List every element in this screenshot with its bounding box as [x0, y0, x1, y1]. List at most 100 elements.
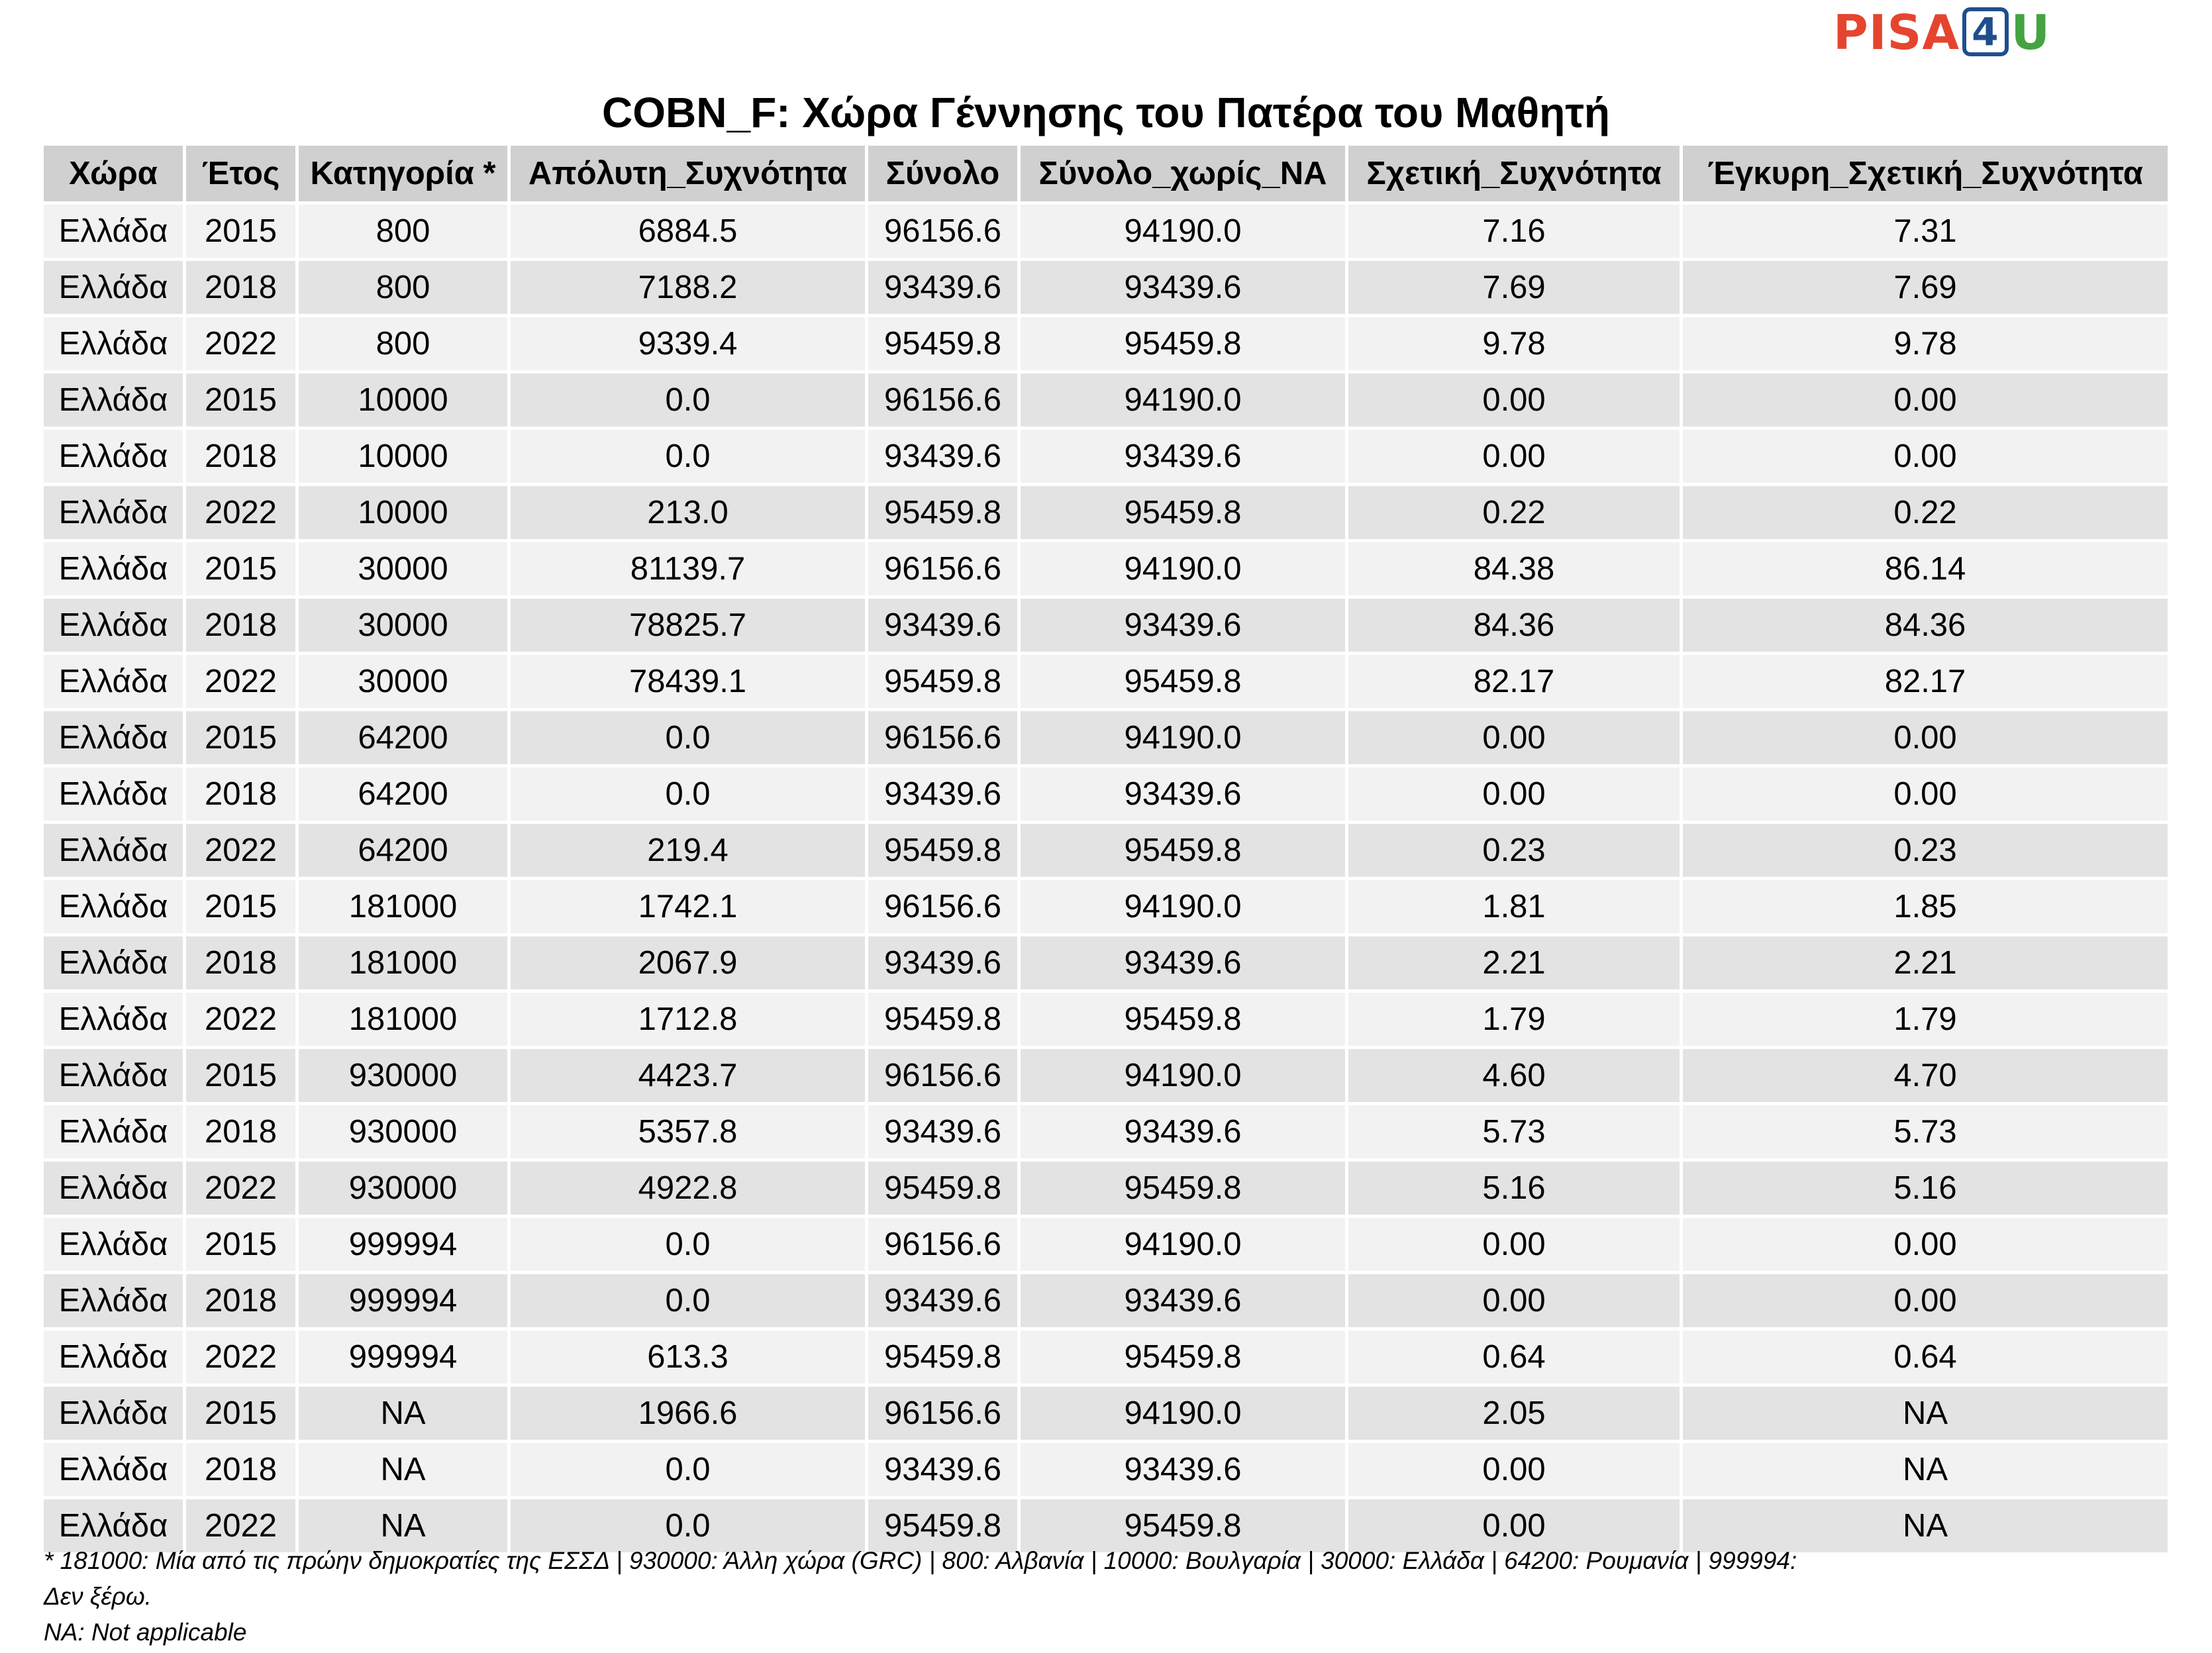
table-cell: 999994: [299, 1218, 511, 1274]
table-row: Ελλάδα 2015 181000 1742.1 96156.6 94190.0 1.81…: [44, 880, 2171, 936]
table-cell: Ελλάδα: [44, 1049, 186, 1105]
table-cell: 95459.8: [868, 1162, 1021, 1218]
table-cell: 0.0: [511, 768, 868, 824]
table-row: Ελλάδα 2018 999994 0.0 93439.6 93439.6 0.00 0.0…: [44, 1274, 2171, 1330]
table-cell: 1.85: [1683, 880, 2171, 936]
table-cell: 219.4: [511, 824, 868, 880]
table-cell: 0.0: [511, 1218, 868, 1274]
table-cell: 9.78: [1683, 317, 2171, 374]
table-cell: 94190.0: [1021, 374, 1348, 430]
table-cell: 213.0: [511, 486, 868, 542]
table-cell: Ελλάδα: [44, 880, 186, 936]
table-cell: 4423.7: [511, 1049, 868, 1105]
table-cell: 93439.6: [868, 430, 1021, 486]
table-cell: 94190.0: [1021, 542, 1348, 599]
table-cell: 0.00: [1683, 430, 2171, 486]
table-cell: 30000: [299, 655, 511, 711]
table-row: Ελλάδα 2018 64200 0.0 93439.6 93439.6 0.00 0.00: [44, 768, 2171, 824]
table-cell: 95459.8: [868, 1330, 1021, 1387]
table-cell: 94190.0: [1021, 1387, 1348, 1443]
table-cell: 930000: [299, 1162, 511, 1218]
table-cell: Ελλάδα: [44, 1499, 186, 1556]
table-cell: 0.00: [1348, 430, 1683, 486]
table-cell: 2.05: [1348, 1387, 1683, 1443]
table-cell: 81139.7: [511, 542, 868, 599]
table-cell: 93439.6: [1021, 599, 1348, 655]
table-cell: 95459.8: [1021, 824, 1348, 880]
table-cell: 93439.6: [868, 261, 1021, 317]
table-cell: 96156.6: [868, 1049, 1021, 1105]
table-cell: 94190.0: [1021, 711, 1348, 768]
table-cell: 93439.6: [1021, 261, 1348, 317]
table-cell: 0.0: [511, 430, 868, 486]
table-cell: Ελλάδα: [44, 1218, 186, 1274]
table-cell: 1.79: [1348, 993, 1683, 1049]
logo-text-u: U: [2011, 5, 2050, 60]
table-cell: 1.81: [1348, 880, 1683, 936]
table-cell: 0.0: [511, 374, 868, 430]
table-cell: 95459.8: [868, 993, 1021, 1049]
table-cell: 95459.8: [868, 1499, 1021, 1556]
table-cell: 2018: [186, 768, 299, 824]
table-cell: 5.73: [1683, 1105, 2171, 1162]
table-cell: 10000: [299, 374, 511, 430]
table-cell: Ελλάδα: [44, 374, 186, 430]
table-cell: 93439.6: [868, 1443, 1021, 1499]
table-cell: 95459.8: [868, 486, 1021, 542]
table-cell: 0.00: [1348, 1218, 1683, 1274]
table-cell: 95459.8: [1021, 317, 1348, 374]
table-cell: 4.60: [1348, 1049, 1683, 1105]
table-cell: 84.38: [1348, 542, 1683, 599]
table-cell: 94190.0: [1021, 1218, 1348, 1274]
table-cell: NA: [1683, 1499, 2171, 1556]
table-cell: 181000: [299, 880, 511, 936]
table-cell: 95459.8: [1021, 486, 1348, 542]
table-row: Ελλάδα 2018 NA 0.0 93439.6 93439.6 0.00 NA: [44, 1443, 2171, 1499]
table-cell: Ελλάδα: [44, 261, 186, 317]
table-cell: 0.00: [1348, 768, 1683, 824]
table-row: Ελλάδα 2015 64200 0.0 96156.6 94190.0 0.00 0.00: [44, 711, 2171, 768]
table-cell: 95459.8: [868, 655, 1021, 711]
table-cell: 800: [299, 317, 511, 374]
table-cell: 5.16: [1348, 1162, 1683, 1218]
table-cell: 2067.9: [511, 936, 868, 993]
table-cell: 930000: [299, 1049, 511, 1105]
table-cell: 0.00: [1683, 374, 2171, 430]
table-cell: 95459.8: [868, 317, 1021, 374]
table-cell: 64200: [299, 768, 511, 824]
table-row: Ελλάδα 2022 999994 613.3 95459.8 95459.8 0.64 0…: [44, 1330, 2171, 1387]
table-cell: 96156.6: [868, 711, 1021, 768]
table-cell: 86.14: [1683, 542, 2171, 599]
table-row: Ελλάδα 2015 10000 0.0 96156.6 94190.0 0.00 0.00: [44, 374, 2171, 430]
table-cell: 2022: [186, 993, 299, 1049]
table-cell: 2018: [186, 261, 299, 317]
table-cell: 1742.1: [511, 880, 868, 936]
table-cell: 0.00: [1348, 1443, 1683, 1499]
table-cell: NA: [299, 1387, 511, 1443]
column-header: Σύνολο_χωρίς_NA: [1021, 146, 1348, 205]
table-cell: 2022: [186, 1499, 299, 1556]
table-row: Ελλάδα 2022 181000 1712.8 95459.8 95459.8 1.79…: [44, 993, 2171, 1049]
table-cell: 2015: [186, 711, 299, 768]
table-cell: 82.17: [1348, 655, 1683, 711]
table-cell: 0.00: [1348, 374, 1683, 430]
table-cell: 64200: [299, 711, 511, 768]
table-cell: Ελλάδα: [44, 824, 186, 880]
table-cell: Ελλάδα: [44, 768, 186, 824]
table-cell: 4922.8: [511, 1162, 868, 1218]
na-footnote: NA: Not applicable: [44, 1619, 247, 1646]
table-cell: 7.16: [1348, 205, 1683, 261]
table-cell: 95459.8: [868, 824, 1021, 880]
table-cell: 93439.6: [1021, 1443, 1348, 1499]
table-cell: 95459.8: [1021, 1330, 1348, 1387]
table-cell: 9.78: [1348, 317, 1683, 374]
table-cell: 78825.7: [511, 599, 868, 655]
table-cell: 800: [299, 261, 511, 317]
table-cell: 0.22: [1348, 486, 1683, 542]
table-cell: 95459.8: [1021, 1499, 1348, 1556]
table-cell: 2015: [186, 1049, 299, 1105]
table-cell: 0.00: [1348, 1499, 1683, 1556]
table-row: Ελλάδα 2015 NA 1966.6 96156.6 94190.0 2.05 NA: [44, 1387, 2171, 1443]
table-cell: 0.23: [1683, 824, 2171, 880]
table-row: Ελλάδα 2018 30000 78825.7 93439.6 93439.6 84.3…: [44, 599, 2171, 655]
